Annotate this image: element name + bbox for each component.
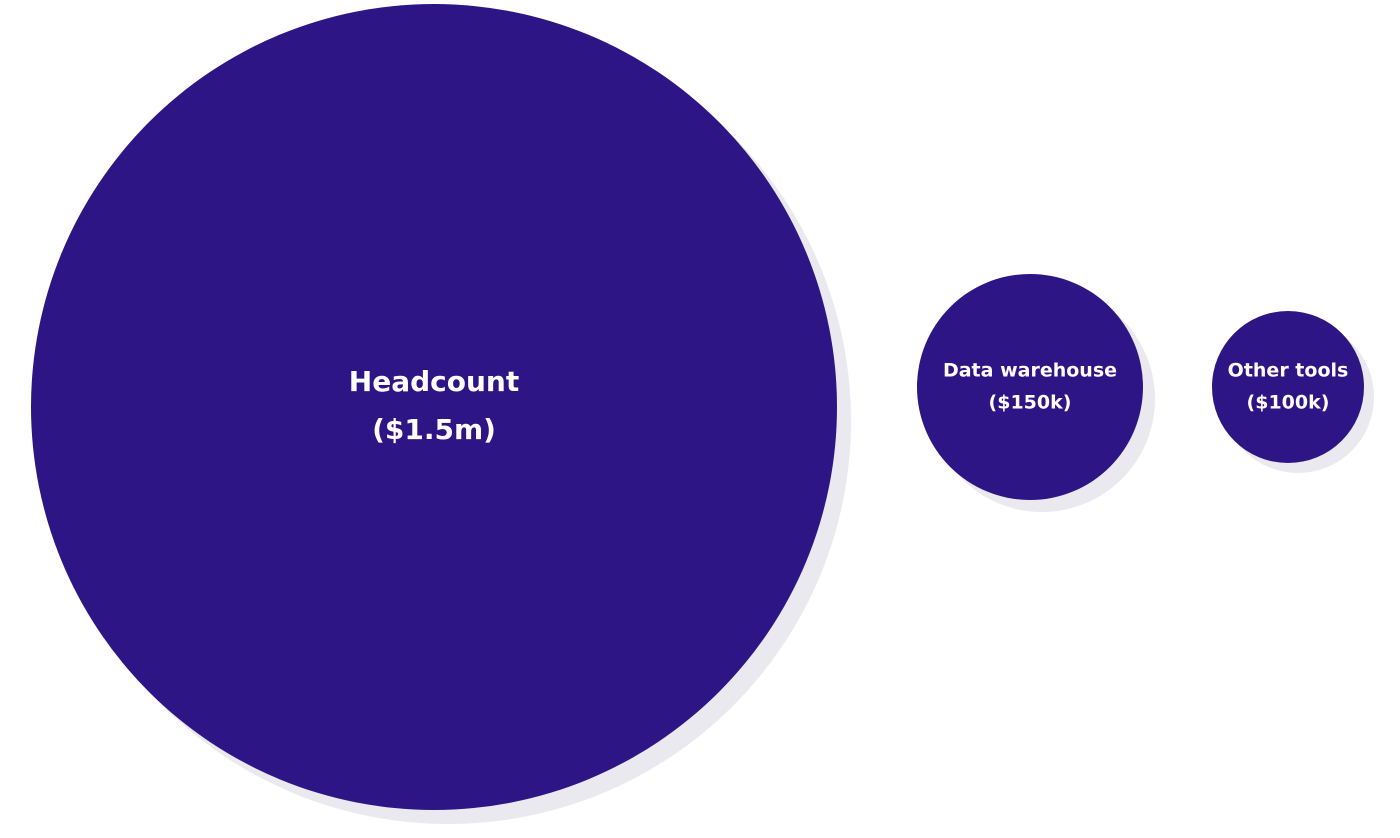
bubble-other-tools <box>1212 311 1364 463</box>
bubble-data-warehouse <box>917 274 1143 500</box>
bubble-labels: Headcount ($1.5m) Data warehouse ($150k) Oth… <box>349 360 1349 447</box>
bubble-value-label-headcount: ($1.5m) <box>372 413 496 446</box>
bubble-value-label-other-tools: ($100k) <box>1247 392 1330 414</box>
bubble-category-label-data-warehouse: Data warehouse <box>943 360 1117 382</box>
bubbles <box>31 4 1364 810</box>
bubble-headcount <box>31 4 837 810</box>
bubble-value-label-data-warehouse: ($150k) <box>989 392 1072 414</box>
bubble-category-label-headcount: Headcount <box>349 365 519 398</box>
bubble-category-label-other-tools: Other tools <box>1228 360 1349 382</box>
